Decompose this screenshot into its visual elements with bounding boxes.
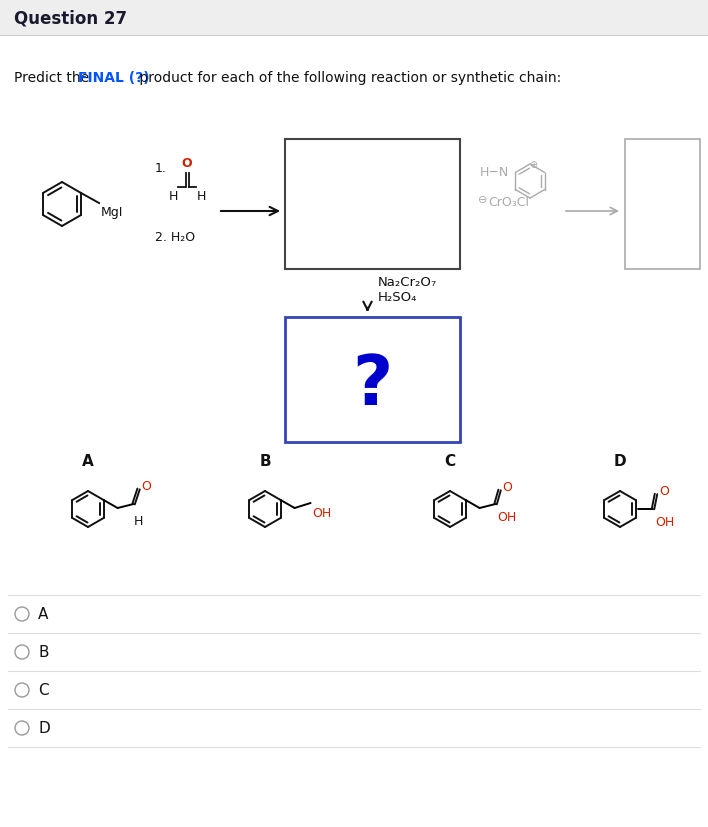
- Text: product for each of the following reaction or synthetic chain:: product for each of the following reacti…: [135, 71, 561, 85]
- Text: C: C: [445, 454, 455, 469]
- Text: A: A: [82, 454, 94, 469]
- Text: O: O: [142, 480, 152, 493]
- Text: C: C: [38, 682, 49, 698]
- Text: O: O: [182, 157, 193, 170]
- Text: B: B: [259, 454, 271, 469]
- Text: Question 27: Question 27: [14, 10, 127, 28]
- Bar: [0, 0, 708, 36]
- Bar: [285, 318, 460, 442]
- Text: H: H: [169, 189, 178, 203]
- Text: O: O: [659, 485, 669, 498]
- Text: H: H: [134, 514, 143, 528]
- Bar: [625, 140, 700, 270]
- Text: CrO₃Cl: CrO₃Cl: [488, 196, 529, 209]
- Text: OH: OH: [655, 515, 674, 528]
- Text: ?: ?: [353, 351, 393, 418]
- Text: OH: OH: [498, 510, 517, 523]
- Text: Na₂Cr₂O₇: Na₂Cr₂O₇: [377, 276, 437, 289]
- Text: A: A: [38, 607, 48, 622]
- Text: O: O: [503, 481, 513, 494]
- Text: 1.: 1.: [155, 161, 167, 174]
- Text: MgI: MgI: [101, 206, 123, 218]
- Text: D: D: [38, 720, 50, 735]
- Text: B: B: [38, 645, 49, 660]
- Text: ⊕: ⊕: [529, 160, 537, 170]
- Text: H₂SO₄: H₂SO₄: [377, 291, 417, 304]
- Text: ⊖: ⊖: [478, 195, 487, 205]
- Text: Predict the: Predict the: [14, 71, 93, 85]
- Text: OH: OH: [313, 506, 332, 519]
- Text: 2. H₂O: 2. H₂O: [155, 232, 195, 244]
- Text: FINAL (?): FINAL (?): [78, 71, 149, 85]
- Bar: [285, 140, 460, 270]
- Text: H−N: H−N: [480, 166, 509, 179]
- Text: D: D: [614, 454, 627, 469]
- Text: H: H: [196, 189, 206, 203]
